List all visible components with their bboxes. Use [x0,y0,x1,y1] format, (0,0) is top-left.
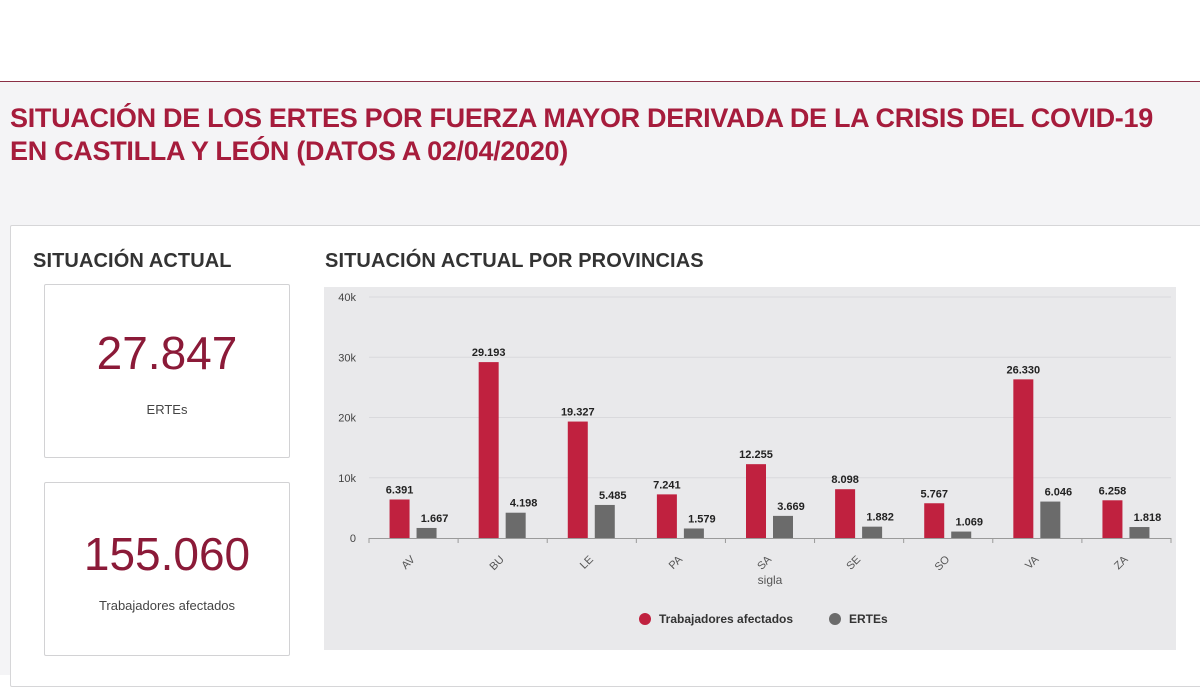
page-title: SITUACIÓN DE LOS ERTES POR FUERZA MAYOR … [10,102,1195,168]
data-label-trabajadores: 26.330 [1007,364,1041,376]
page-title-line2: EN CASTILLA Y LEÓN (DATOS A 02/04/2020) [10,136,568,166]
data-label-trabajadores: 19.327 [561,407,595,419]
legend-marker-trabajadores [639,613,651,625]
kpi-card-workers: 155.060 Trabajadores afectados [44,482,290,656]
data-label-ertes: 1.882 [866,512,894,524]
data-label-ertes: 1.818 [1134,512,1162,524]
bar-trabajadores-va [1013,379,1034,538]
bar-trabajadores-so [924,503,945,538]
data-label-trabajadores: 7.241 [653,479,681,491]
provinces-chart-heading: SITUACIÓN ACTUAL POR PROVINCIAS [325,250,704,272]
bar-ertes-za [1129,527,1150,538]
bar-trabajadores-av [389,499,410,538]
data-label-ertes: 1.667 [421,513,449,525]
y-tick-label: 30k [338,352,356,364]
data-label-ertes: 1.069 [955,517,983,529]
y-tick-label: 10k [338,473,356,485]
legend-label-trabajadores: Trabajadores afectados [659,612,793,626]
bar-ertes-va [1040,501,1061,538]
bar-trabajadores-bu [478,362,499,538]
dashboard-page: SITUACIÓN DE LOS ERTES POR FUERZA MAYOR … [0,82,1200,687]
bar-ertes-pa [683,528,704,538]
kpi-ertes-value: 27.847 [96,327,238,379]
data-label-trabajadores: 5.767 [920,488,948,500]
bar-trabajadores-pa [656,494,677,538]
kpi-workers-label: Trabajadores afectados [98,598,236,613]
bar-ertes-le [594,504,615,538]
data-label-trabajadores: 29.193 [472,347,506,359]
bar-trabajadores-za [1102,500,1123,538]
page-title-line1: SITUACIÓN DE LOS ERTES POR FUERZA MAYOR … [10,103,1153,133]
current-situation-heading: SITUACIÓN ACTUAL [33,250,232,272]
bar-ertes-se [862,526,883,538]
x-axis-title: sigla [758,573,783,587]
bar-trabajadores-sa [746,464,766,538]
legend-marker-ertes [829,613,841,625]
data-label-ertes: 3.669 [777,501,805,513]
bar-ertes-av [416,527,437,538]
data-label-trabajadores: 6.258 [1099,485,1127,497]
data-label-trabajadores: 12.255 [739,449,773,461]
data-label-trabajadores: 8.098 [831,474,859,486]
top-band [0,0,1200,82]
bar-trabajadores-le [567,421,588,538]
kpi-card-ertes: 27.847 ERTEs [44,284,290,458]
y-tick-label: 0 [350,533,356,545]
kpi-workers-value: 155.060 [83,528,251,580]
data-label-ertes: 4.198 [510,498,538,510]
kpi-ertes-label: ERTEs [146,402,188,417]
provinces-bar-chart: 010k20k30k40k6.3911.667AV29.1934.198BU19… [324,287,1176,650]
data-label-ertes: 1.579 [688,513,716,525]
data-label-ertes: 6.046 [1045,487,1073,499]
dashboard-panel: SITUACIÓN ACTUAL 27.847 ERTEs 155.060 Tr… [10,225,1200,687]
y-tick-label: 40k [338,292,356,304]
y-tick-label: 20k [338,413,356,425]
data-label-trabajadores: 6.391 [386,484,414,496]
data-label-ertes: 5.485 [599,490,627,502]
bar-ertes-bu [505,512,526,538]
bar-ertes-so [951,531,972,538]
bar-ertes-sa [773,515,793,538]
legend-label-ertes: ERTEs [849,612,888,626]
bar-trabajadores-se [835,489,856,538]
